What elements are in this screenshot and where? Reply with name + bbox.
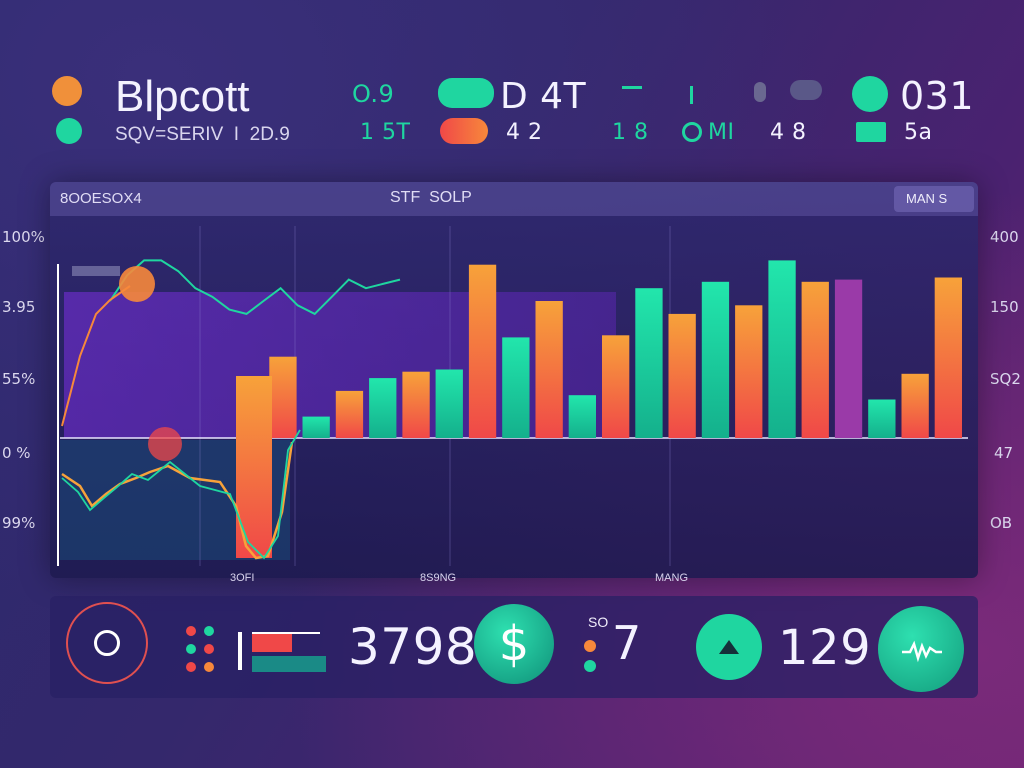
teal-status-dot	[56, 118, 82, 144]
bar	[302, 416, 330, 438]
grey-oval-2	[790, 80, 822, 100]
bar	[568, 395, 596, 438]
left-tick-4: 99%	[2, 514, 36, 532]
orange-line	[61, 285, 131, 427]
readout-8: 4 8	[770, 120, 807, 145]
bar	[901, 373, 929, 438]
chart-svg	[57, 226, 968, 566]
readout-4: 1 5T	[360, 120, 411, 145]
left-tick-1: 3.95	[2, 298, 36, 316]
left-tick-3: 0 %	[2, 444, 31, 462]
small-teal-dot	[584, 660, 596, 672]
orange-status-dot	[52, 76, 82, 106]
grid-dot-4	[204, 644, 214, 654]
up-triangle-shape	[719, 640, 739, 654]
bar	[701, 281, 730, 438]
mode-button-label: MAN S	[906, 191, 948, 206]
teal-square-icon	[856, 122, 886, 142]
bar	[602, 335, 630, 438]
left-tick-2: 55%	[2, 370, 36, 388]
grid-dot-6	[204, 662, 214, 672]
bar	[934, 277, 962, 438]
bar	[402, 371, 430, 438]
red-marker	[148, 427, 182, 461]
x-label-2: MANG	[655, 572, 688, 584]
target-icon[interactable]	[66, 602, 148, 684]
bar	[535, 301, 563, 438]
app-title: Blpcott	[115, 72, 250, 121]
readout-3: 031	[900, 74, 975, 118]
legend-chip	[72, 266, 120, 276]
settings-icon[interactable]	[852, 76, 888, 112]
bar	[502, 337, 530, 438]
waveform-icon[interactable]	[878, 606, 964, 692]
mini-bar-red	[252, 632, 292, 652]
teal-line	[109, 259, 401, 316]
bar	[735, 305, 763, 438]
app-subtitle: SQV=SERIV I 2D.9	[115, 124, 290, 145]
up-triangle-icon[interactable]	[696, 614, 762, 680]
mode-button[interactable]	[894, 186, 974, 212]
right-tick-4: OB	[990, 514, 1013, 532]
bar	[435, 369, 463, 438]
grey-oval	[754, 82, 766, 102]
chart-panel-header	[50, 182, 978, 216]
panel-left-title: 8OOESOX4	[60, 190, 142, 207]
readout-2: D 4T	[500, 76, 587, 117]
bar	[635, 288, 663, 438]
bar	[801, 281, 829, 438]
red-orange-pill[interactable]	[440, 118, 488, 144]
right-tick-3: 47	[994, 444, 1014, 462]
x-label-1: 8S9NG	[420, 572, 457, 584]
right-tick-0: 400	[990, 228, 1019, 246]
readout-1: O.9	[352, 80, 395, 108]
stat-value-2: 7	[612, 616, 642, 670]
dash-mark	[622, 86, 642, 89]
teal-ring-icon	[682, 122, 702, 142]
small-orange-dot	[584, 640, 596, 652]
chart-title: STF SOLP	[390, 189, 472, 206]
bar	[269, 356, 297, 438]
divider	[238, 632, 242, 670]
readout-9: 5a	[904, 120, 933, 145]
bar	[768, 260, 796, 438]
bar	[369, 378, 397, 438]
readout-6: 1 8	[612, 120, 649, 145]
left-tick-0: 100%	[2, 228, 45, 246]
grid-dot-5	[186, 662, 196, 672]
teal-wave	[61, 429, 301, 560]
readout-5: 4 2	[506, 120, 543, 145]
stat-label-2: SO	[588, 614, 609, 630]
grid-dot-3	[186, 644, 196, 654]
readout-7: MI	[708, 120, 735, 145]
teal-pill[interactable]	[438, 78, 494, 108]
grid-dot-2	[204, 626, 214, 636]
mini-bar-teal	[252, 656, 326, 672]
right-tick-2: SQ2	[990, 370, 1021, 388]
stat-value-1: 3798	[348, 618, 478, 676]
bar	[668, 313, 696, 438]
dollar-icon[interactable]: $	[474, 604, 554, 684]
bar	[468, 264, 497, 438]
stat-value-3: 129	[778, 620, 872, 676]
x-label-0: 3OFI	[230, 572, 255, 584]
mini-bar-line	[252, 632, 320, 634]
orange-marker	[119, 266, 155, 302]
target-inner-ring	[94, 630, 120, 656]
dash-mark-2	[690, 86, 693, 104]
grid-dot-1	[186, 626, 196, 636]
right-tick-1: 150	[990, 298, 1019, 316]
bar	[868, 399, 896, 438]
bar	[335, 390, 364, 438]
bar	[834, 279, 863, 438]
waveform-shape	[902, 640, 942, 663]
